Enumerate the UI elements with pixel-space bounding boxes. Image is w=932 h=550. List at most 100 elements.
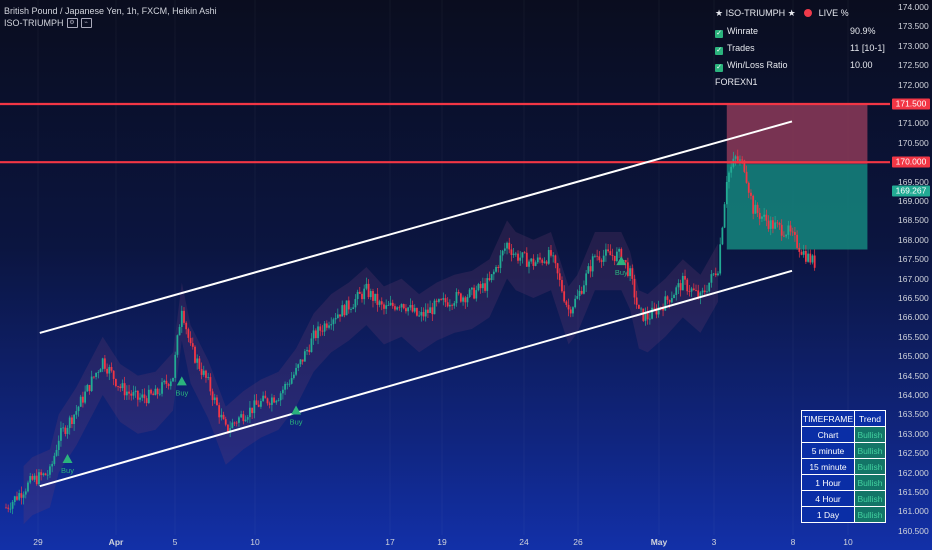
indicator-settings-icon[interactable]: ⚙ bbox=[66, 18, 78, 28]
candle-body bbox=[332, 319, 335, 325]
candle-body bbox=[688, 291, 691, 293]
candle-body bbox=[451, 304, 453, 306]
time-tick-label: 19 bbox=[437, 537, 447, 547]
time-tick-label: 10 bbox=[843, 537, 853, 547]
candle-body bbox=[459, 293, 462, 302]
stats-row-winrate: ✓ Winrate bbox=[715, 26, 758, 38]
stats-label: Trades bbox=[727, 43, 755, 53]
candle-body bbox=[780, 224, 783, 236]
candle-body bbox=[734, 156, 737, 159]
indicator-source-icon[interactable]: ⌁ bbox=[80, 18, 92, 28]
candle-body bbox=[574, 298, 577, 308]
candle-body bbox=[714, 273, 717, 276]
candle-body bbox=[347, 300, 350, 310]
candle-body bbox=[596, 255, 599, 257]
candle-body bbox=[262, 395, 265, 401]
candle-body bbox=[677, 283, 680, 288]
candle-body bbox=[422, 312, 425, 317]
candle-body bbox=[64, 427, 67, 434]
candle-body bbox=[411, 305, 414, 312]
candle-body bbox=[587, 266, 590, 274]
candle-body bbox=[125, 391, 128, 396]
buy-signal-label: Buy bbox=[61, 466, 74, 475]
candle-body bbox=[268, 403, 271, 405]
candle-body bbox=[629, 268, 631, 277]
candle-body bbox=[257, 404, 260, 407]
candle-body bbox=[240, 414, 243, 418]
candle-body bbox=[499, 255, 502, 268]
candle-body bbox=[202, 370, 205, 375]
candle-body bbox=[279, 393, 282, 401]
candle-body bbox=[266, 398, 269, 404]
candle-body bbox=[457, 292, 460, 294]
candle-body bbox=[479, 284, 482, 289]
candle-body bbox=[804, 250, 807, 262]
candle-body bbox=[798, 247, 801, 252]
candle-body bbox=[387, 305, 390, 306]
candle-body bbox=[53, 455, 56, 464]
candle-body bbox=[794, 232, 796, 235]
candle-body bbox=[220, 414, 223, 418]
candle-body bbox=[114, 378, 117, 387]
candle-body bbox=[802, 250, 805, 255]
buy-signal-label: Buy bbox=[290, 418, 303, 427]
candle-body bbox=[706, 291, 708, 293]
candle-body bbox=[609, 251, 612, 256]
candle-body bbox=[550, 250, 552, 256]
time-axis[interactable]: 29 Apr 5 10 17 19 24 26 May 3 8 10 bbox=[0, 535, 890, 550]
candle-body bbox=[616, 251, 618, 262]
indicator-legend[interactable]: ISO-TRIUMPH ⚙ ⌁ bbox=[4, 17, 217, 29]
candle-body bbox=[60, 427, 62, 441]
candle-body bbox=[251, 407, 254, 414]
symbol-title[interactable]: British Pound / Japanese Yen, 1h, FXCM, … bbox=[4, 6, 217, 16]
trend-cell: Bullish bbox=[855, 507, 885, 522]
candle-body bbox=[396, 307, 399, 310]
candle-body bbox=[376, 293, 379, 305]
chart-header: British Pound / Japanese Yen, 1h, FXCM, … bbox=[4, 5, 217, 29]
candle-body bbox=[655, 308, 658, 315]
candle-body bbox=[484, 283, 486, 291]
stats-value: 90.9% bbox=[850, 26, 876, 36]
candle-body bbox=[29, 476, 32, 483]
candle-body bbox=[57, 440, 60, 450]
timeframe-cell: 4 Hour bbox=[802, 491, 854, 506]
timeframe-cell: 1 Hour bbox=[802, 475, 854, 490]
candle-body bbox=[361, 293, 363, 300]
trend-cell: Bullish bbox=[855, 491, 885, 506]
candle-body bbox=[378, 301, 381, 305]
candle-body bbox=[583, 285, 585, 294]
candle-body bbox=[475, 290, 478, 299]
candle-body bbox=[695, 289, 697, 291]
candle-body bbox=[545, 261, 548, 264]
candle-body bbox=[365, 283, 368, 289]
time-tick-label: 5 bbox=[172, 537, 178, 547]
price-tag-lower-level: 170.000 bbox=[892, 156, 930, 168]
candle-body bbox=[686, 279, 689, 292]
candle-body bbox=[86, 385, 89, 392]
price-axis[interactable]: 174.000 173.500 173.000 172.500 172.000 171.0… bbox=[890, 0, 932, 550]
candle-body bbox=[101, 358, 104, 370]
candle-body bbox=[558, 273, 561, 281]
time-tick-label: 26 bbox=[573, 537, 583, 547]
candle-body bbox=[103, 358, 106, 369]
stats-title-row: ★ ISO-TRIUMPH ★ LIVE % bbox=[715, 8, 849, 19]
candle-body bbox=[238, 417, 240, 423]
candle-body bbox=[356, 291, 359, 300]
candle-body bbox=[811, 255, 814, 263]
candle-body bbox=[657, 307, 660, 315]
candle-body bbox=[187, 329, 190, 338]
candle-body bbox=[336, 314, 339, 319]
indicator-name[interactable]: ISO-TRIUMPH bbox=[4, 18, 64, 28]
candle-body bbox=[44, 473, 47, 476]
candle-body bbox=[668, 299, 671, 303]
candle-body bbox=[567, 304, 570, 310]
price-tick-label: 164.000 bbox=[898, 390, 929, 400]
candle-body bbox=[13, 496, 16, 502]
candle-body bbox=[569, 309, 572, 314]
candle-body bbox=[317, 326, 319, 339]
candle-body bbox=[607, 249, 610, 252]
price-tag-current: 169.267 bbox=[892, 185, 930, 197]
candle-body bbox=[692, 288, 695, 290]
candle-body bbox=[354, 299, 357, 308]
